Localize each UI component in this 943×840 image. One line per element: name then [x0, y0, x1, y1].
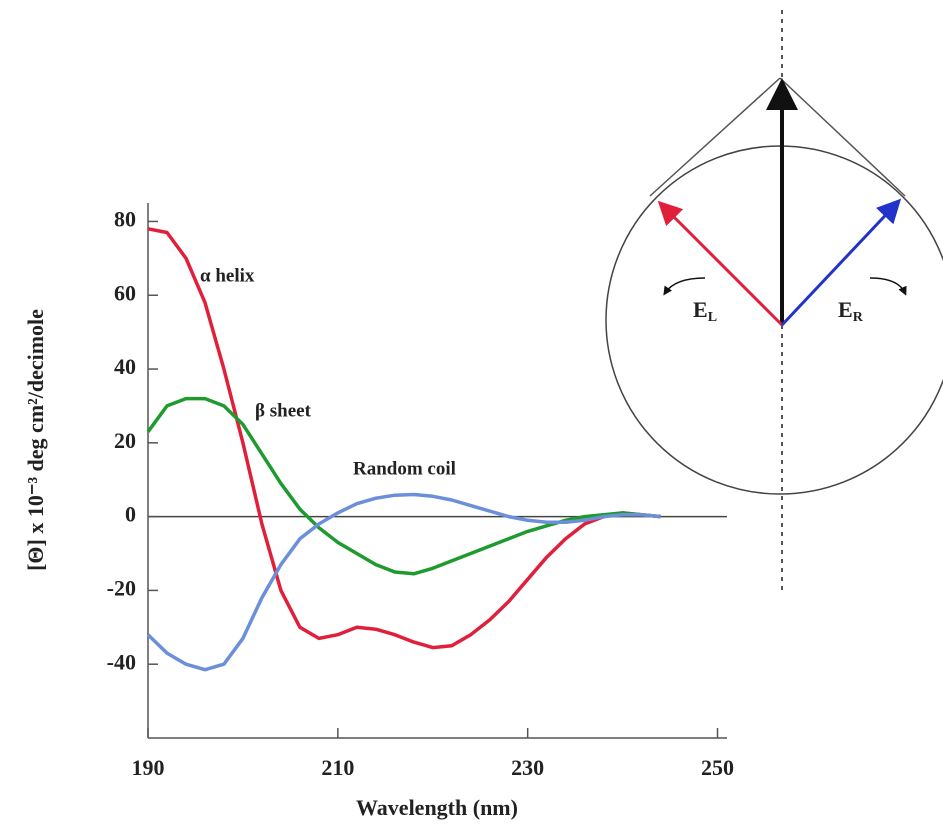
- series-label: α helix: [200, 265, 255, 286]
- series-label: β sheet: [255, 400, 312, 421]
- guide-line: [649, 77, 781, 197]
- y-tick-label: 40: [114, 354, 136, 379]
- rotation-arrow: [869, 277, 907, 296]
- y-tick-label: -20: [107, 575, 136, 600]
- x-tick-label: 230: [511, 755, 544, 780]
- y-axis-label: [Θ] x 10⁻³ deg cm²/decimole: [23, 309, 48, 571]
- x-axis-label: Wavelength (nm): [356, 795, 518, 820]
- vector-label: EL: [693, 297, 717, 325]
- series-label: Random coil: [353, 458, 456, 479]
- series-line: [146, 492, 661, 672]
- guide-line: [779, 77, 906, 197]
- rotation-arrow: [663, 277, 706, 296]
- polarization-diagram: EL ER: [605, 10, 943, 590]
- y-tick-label: 0: [125, 502, 136, 527]
- x-tick-label: 190: [132, 755, 165, 780]
- y-tick-label: 60: [114, 280, 136, 305]
- right-arrow: [780, 198, 902, 327]
- y-tick-label: -40: [107, 649, 136, 674]
- vector-label: ER: [838, 297, 864, 325]
- circle: [605, 145, 943, 495]
- y-tick-label: 80: [114, 206, 136, 231]
- series-line: [146, 396, 661, 576]
- left-arrow: [657, 200, 784, 327]
- series-line: [147, 227, 661, 650]
- x-tick-label: 210: [321, 755, 354, 780]
- y-tick-label: 20: [114, 428, 136, 453]
- x-tick-label: 250: [701, 755, 734, 780]
